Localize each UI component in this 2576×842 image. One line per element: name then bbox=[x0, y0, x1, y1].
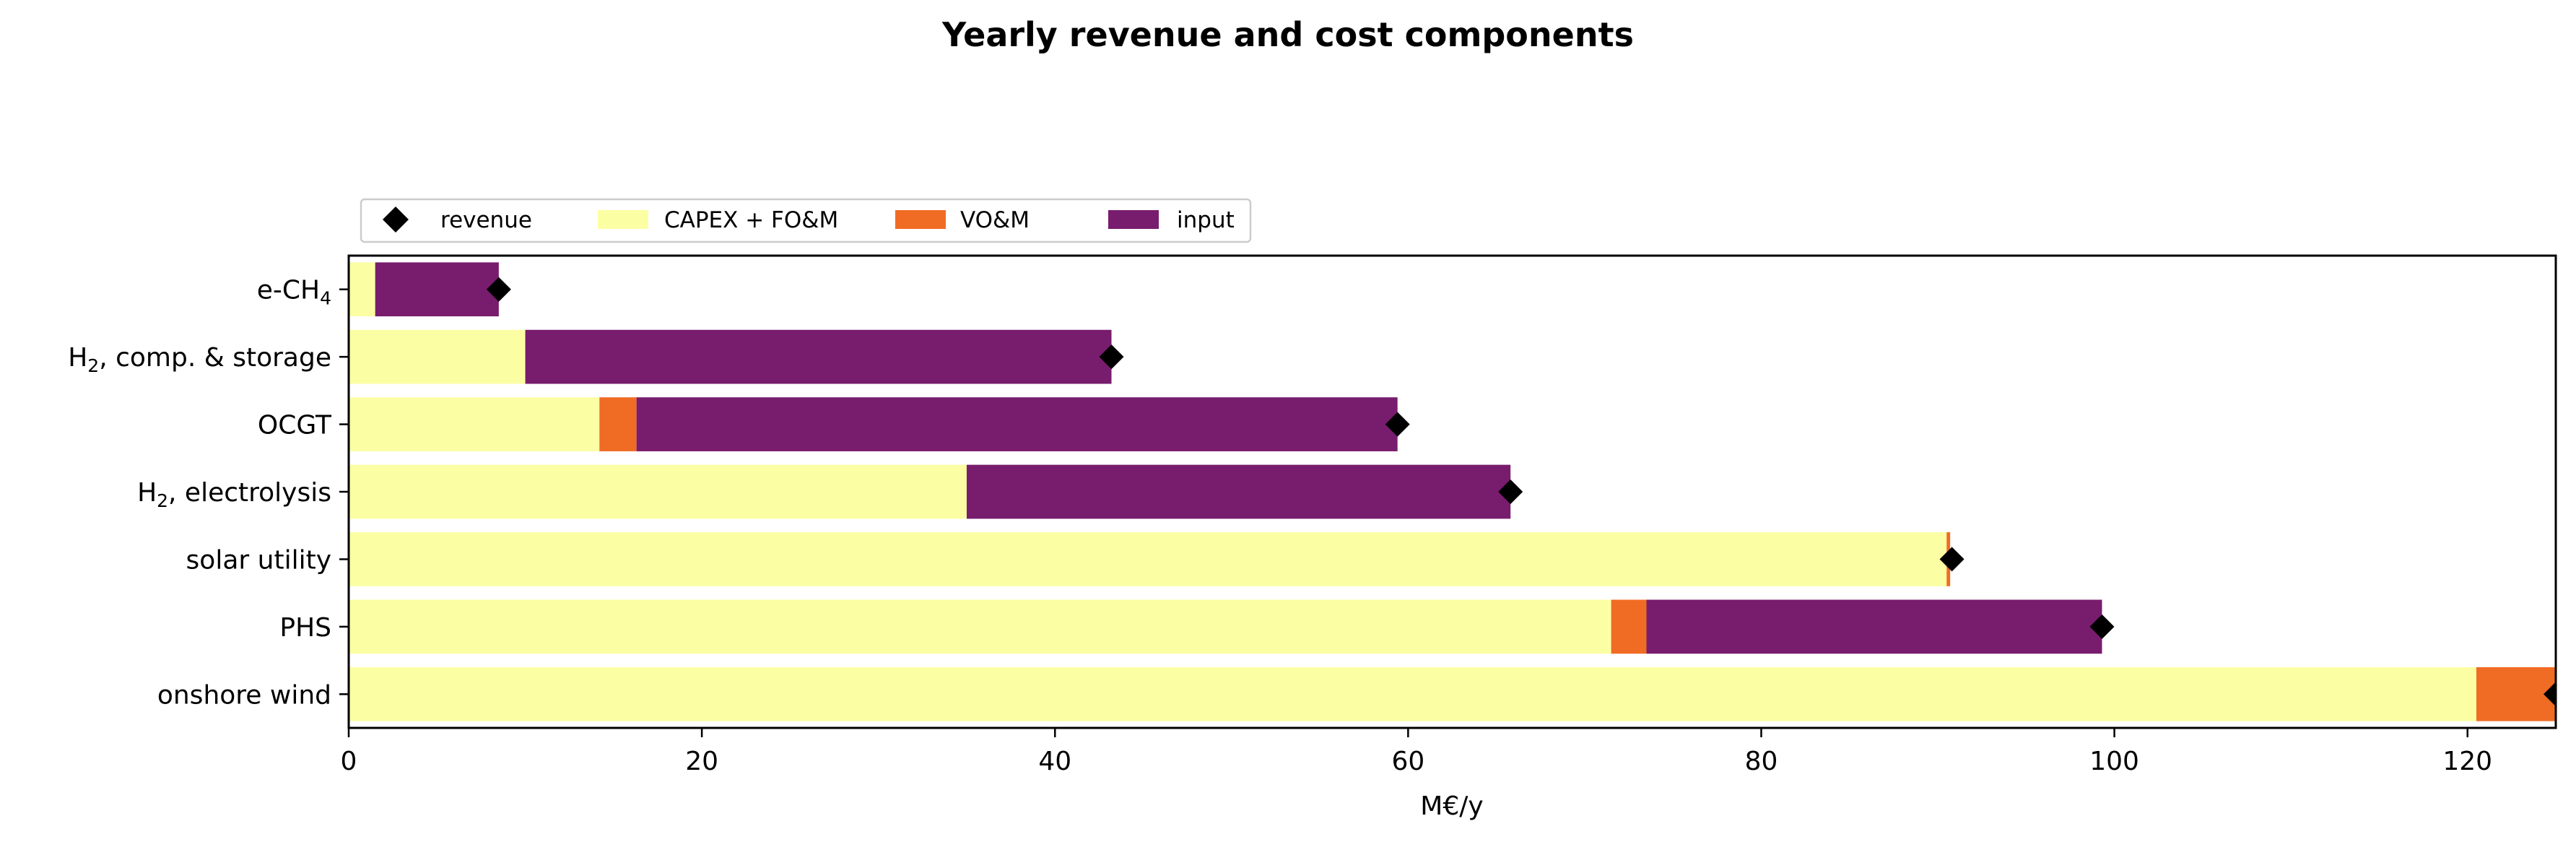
bars-layer bbox=[349, 262, 2556, 721]
bar-segment-0-6 bbox=[349, 667, 2476, 721]
bar-segment-2-1 bbox=[525, 329, 1112, 384]
category-label-5: PHS bbox=[279, 613, 331, 643]
bar-segment-0-5 bbox=[349, 599, 1611, 654]
bar-segment-1-5 bbox=[1611, 599, 1647, 654]
legend-frame bbox=[360, 198, 1252, 243]
bar-segment-0-1 bbox=[349, 329, 526, 384]
bar-segment-2-3 bbox=[966, 464, 1511, 519]
chart-title: Yearly revenue and cost components bbox=[941, 15, 1634, 54]
category-label-3: H2, electrolysis bbox=[137, 478, 331, 511]
legend-swatch-capex bbox=[598, 210, 648, 229]
bar-segment-0-3 bbox=[349, 464, 967, 519]
category-labels: e-CH4 H2, comp. & storage OCGT H2, electrol… bbox=[68, 276, 349, 710]
category-label-6: onshore wind bbox=[157, 680, 331, 710]
x-axis-ticks: 0 20 40 60 80 100 120 bbox=[341, 728, 2492, 776]
bar-segment-2-0 bbox=[375, 262, 499, 317]
bar-segment-0-4 bbox=[349, 532, 1947, 586]
category-label-2: OCGT bbox=[258, 411, 332, 440]
revenue-marker-2 bbox=[1385, 412, 1410, 437]
bar-segment-0-2 bbox=[349, 397, 600, 451]
revenue-marker-5 bbox=[2089, 614, 2115, 639]
legend-swatch-vom bbox=[895, 210, 946, 229]
x-tick-label-4: 80 bbox=[1745, 747, 1778, 776]
x-tick-label-1: 20 bbox=[685, 747, 718, 776]
category-label-1: H2, comp. & storage bbox=[68, 343, 331, 376]
revenue-marker-6 bbox=[2544, 682, 2556, 707]
bar-segment-2-2 bbox=[636, 397, 1398, 451]
x-tick-label-6: 120 bbox=[2442, 747, 2492, 776]
x-tick-label-5: 100 bbox=[2089, 747, 2139, 776]
legend-revenue-marker bbox=[383, 207, 409, 233]
x-tick-label-0: 0 bbox=[341, 747, 357, 776]
bar-segment-1-2 bbox=[599, 397, 637, 451]
x-tick-label-2: 40 bbox=[1038, 747, 1071, 776]
x-axis-label: M€/y bbox=[1420, 791, 1483, 821]
legend: revenue CAPEX + FO&M VO&M input bbox=[360, 198, 1252, 243]
legend-swatch-input bbox=[1108, 210, 1159, 229]
bar-segment-0-0 bbox=[349, 262, 375, 317]
category-label-4: solar utility bbox=[186, 545, 331, 575]
legend-label-vom: VO&M bbox=[960, 207, 1030, 233]
revenue-marker-3 bbox=[1498, 479, 1523, 504]
bar-segment-2-5 bbox=[1646, 599, 2102, 654]
revenue-marker-1 bbox=[1099, 344, 1124, 370]
revenue-markers-layer bbox=[486, 277, 2556, 707]
bar-segment-1-6 bbox=[2476, 667, 2556, 721]
revenue-marker-0 bbox=[486, 277, 511, 302]
category-label-0: e-CH4 bbox=[257, 276, 331, 309]
legend-label-capex: CAPEX + FO&M bbox=[664, 207, 838, 233]
revenue-marker-4 bbox=[1939, 547, 1964, 572]
x-tick-label-3: 60 bbox=[1391, 747, 1424, 776]
legend-label-input: input bbox=[1177, 207, 1235, 233]
legend-label-revenue: revenue bbox=[440, 207, 532, 233]
